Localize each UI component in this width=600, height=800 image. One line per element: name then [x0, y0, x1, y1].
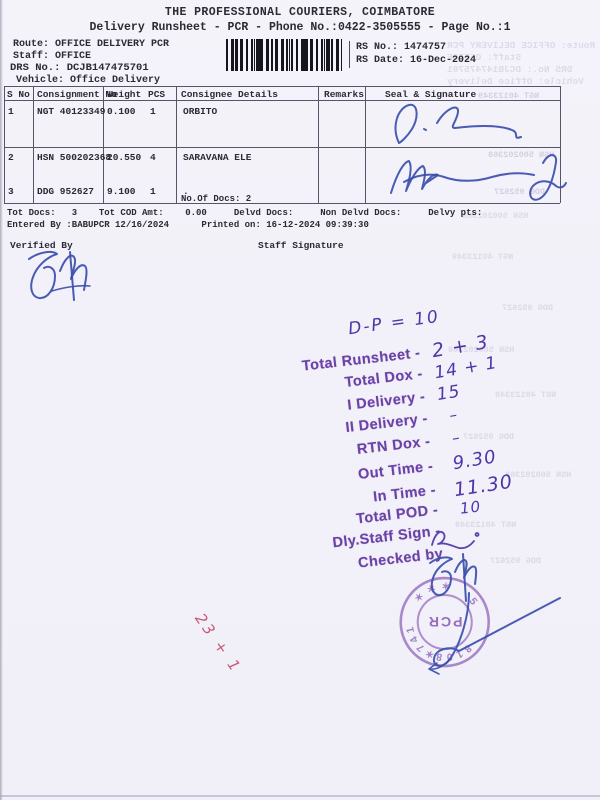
col-header-pcs: PCS: [148, 89, 166, 100]
svg-text:0: 0: [446, 650, 454, 663]
svg-text:5: 5: [466, 596, 479, 608]
signature-row2: [390, 154, 567, 201]
col-header-consignee: Consignee Details: [181, 89, 278, 100]
table-row-cell: NGT 40123349: [37, 106, 106, 117]
table-row-cell: 20.550: [107, 152, 142, 163]
table-border: [103, 86, 104, 203]
col-header-remarks: Remarks: [324, 89, 364, 100]
table-border: [4, 86, 5, 203]
table-border: [4, 86, 560, 87]
document-title: THE PROFESSIONAL COURIERS, COIMBATORE: [164, 6, 436, 19]
verified-by-label: Verified By: [10, 240, 73, 251]
stamp-center-text: PCR: [427, 614, 463, 630]
entered-by-line: Entered By :BABUPCR 12/16/2024 Printed o…: [7, 220, 369, 230]
table-border: [4, 100, 560, 101]
table-border: [4, 147, 560, 148]
vehicle-line: Vehicle: Office Delivery: [16, 75, 161, 86]
table-row-cell: 0.100: [107, 106, 136, 117]
table-border: [33, 86, 34, 203]
document-subtitle: Delivery Runsheet - PCR - Phone No.:0422…: [89, 21, 511, 34]
col-header-weight: Weight: [107, 89, 142, 100]
table-border: [560, 86, 561, 203]
table-row-cell: 2: [8, 152, 14, 163]
signature-verified-by: [28, 250, 91, 301]
scan-edge-left: [0, 0, 3, 800]
svg-text:4: 4: [408, 634, 421, 645]
svg-text:8: 8: [435, 650, 443, 663]
staff-signature-label: Staff Signature: [258, 240, 344, 251]
col-header-consignment: Consignment No: [37, 89, 117, 100]
signature-flourish: [428, 592, 561, 675]
table-row-cell: 4: [150, 152, 156, 163]
totals-line: Tot Docs: 3 Tot COD Amt: 0.00 Delvd Docs…: [7, 208, 483, 218]
route-line: Route: OFFICE DELIVERY PCR: [13, 39, 170, 50]
table-row-cell: HSN 500202368: [37, 152, 112, 163]
divider-line: [349, 41, 350, 68]
docs-count-note: No.Of Docs: 2: [181, 194, 252, 204]
svg-text:1: 1: [454, 647, 465, 660]
table-border: [365, 86, 366, 203]
table-row-cell: 1: [8, 106, 14, 117]
drs-number-line: DRS No.: DCJB147475701: [10, 62, 149, 74]
table-row-cell: 3: [8, 186, 14, 197]
table-row-cell: SARAVANA ELE: [183, 152, 252, 163]
table-row-cell: 1: [150, 106, 156, 117]
signature-checked-by: [429, 553, 478, 602]
svg-text:✶: ✶: [441, 581, 450, 593]
table-border: [176, 86, 177, 203]
col-header-seal: Seal & Signature: [385, 89, 477, 100]
runsheet-barcode: [226, 39, 342, 71]
pcr-round-stamp: PCR ✶ ✶ ✶ 1 4 7 ✶ 8 0 1 8 5: [399, 576, 491, 668]
table-row-cell: 1: [150, 186, 156, 197]
scan-edge-bottom: [0, 795, 600, 797]
table-row-cell: DDG 952627: [37, 186, 95, 197]
staff-line: Staff: OFFICE: [13, 51, 92, 62]
table-row-cell: ORBITO: [183, 106, 218, 117]
signature-row1: [394, 103, 522, 144]
rs-date: RS Date: 16-Dec-2024: [356, 55, 477, 66]
table-row-cell: 9.100: [107, 186, 136, 197]
table-border: [4, 203, 560, 204]
col-header-sno: S No: [7, 89, 30, 100]
rs-number: RS No.: 1474757: [356, 42, 447, 53]
svg-text:1: 1: [404, 626, 417, 635]
table-border: [318, 86, 319, 203]
table-row-cell: .: [183, 186, 189, 197]
signature-dly-staff: [431, 531, 480, 550]
